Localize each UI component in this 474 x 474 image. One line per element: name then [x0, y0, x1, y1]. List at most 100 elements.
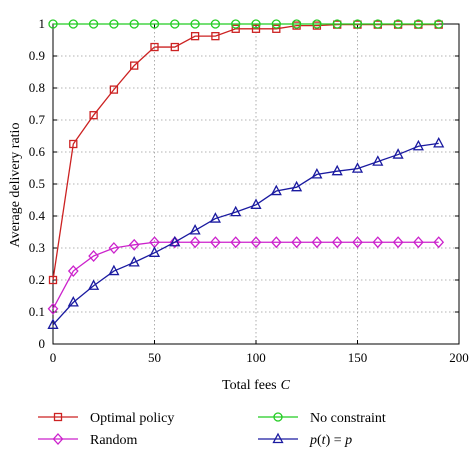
data-point: [352, 19, 363, 29]
data-point: [209, 212, 221, 223]
data-point: [230, 205, 242, 217]
data-point: [190, 32, 200, 41]
data-point: [413, 19, 424, 29]
data-point: [67, 265, 79, 278]
data-point: [89, 111, 98, 120]
data-point: [47, 318, 59, 329]
data-point: [48, 275, 58, 285]
y-tick-label: 0: [39, 336, 46, 351]
data-point: [109, 85, 119, 94]
series-line: [52, 241, 439, 310]
data-point: [128, 256, 140, 267]
data-point: [270, 236, 282, 249]
data-point: [129, 19, 139, 29]
data-point: [130, 61, 139, 70]
y-tick-label: 0.4: [29, 208, 46, 223]
data-point: [189, 224, 201, 235]
y-tick-label: 0.2: [29, 272, 45, 287]
data-point: [393, 19, 403, 29]
data-point: [372, 236, 384, 249]
series-p-t-p: [47, 136, 445, 329]
data-point: [352, 236, 363, 249]
data-point: [190, 19, 200, 29]
x-tick-label: 200: [449, 350, 469, 365]
data-point: [231, 24, 240, 33]
y-axis-label: Average delivery ratio: [8, 123, 23, 248]
data-point: [251, 19, 261, 29]
x-tick-label: 50: [148, 350, 161, 365]
legend-label: p(t) = p: [309, 433, 352, 448]
legend-marker: [272, 432, 284, 444]
data-point: [311, 236, 323, 249]
y-tick-label: 0.8: [29, 80, 45, 95]
data-point: [68, 19, 78, 29]
data-point: [231, 19, 241, 29]
data-point: [434, 19, 444, 29]
data-point: [250, 198, 262, 209]
data-point: [271, 19, 281, 29]
legend-marker: [52, 433, 64, 445]
data-point: [351, 162, 364, 173]
data-point: [67, 296, 79, 307]
legend-item-optimal-policy: Optimal policy: [38, 411, 174, 426]
x-tick-label: 150: [348, 350, 368, 365]
data-point: [170, 19, 180, 29]
data-point: [170, 42, 179, 52]
legend-label: Random: [90, 433, 138, 448]
series-random: [47, 236, 445, 315]
data-point: [291, 180, 303, 192]
data-point: [331, 236, 343, 249]
data-point: [392, 148, 404, 159]
data-point: [433, 236, 445, 249]
data-point: [413, 236, 424, 249]
legend: Optimal policy No constraint Random p(t) = …: [38, 411, 386, 448]
data-point: [312, 19, 322, 29]
series-layer: [47, 19, 445, 329]
legend-label: Optimal policy: [90, 411, 174, 426]
grid: [53, 24, 459, 344]
data-point: [291, 19, 302, 29]
data-point: [433, 136, 445, 148]
x-axis-label-text: Total fees: [222, 378, 277, 393]
data-point: [291, 236, 302, 249]
data-point: [69, 139, 78, 149]
x-tick-label: 100: [246, 350, 266, 365]
y-tick-label: 0.5: [29, 176, 45, 191]
data-point: [211, 32, 220, 41]
data-point: [149, 19, 160, 29]
data-point: [270, 184, 282, 196]
data-point: [189, 236, 201, 249]
legend-item-p-t-p: p(t) = p: [258, 432, 352, 448]
data-point: [88, 250, 99, 262]
data-point: [412, 139, 424, 151]
y-tick-label: 0.1: [29, 304, 45, 319]
y-tick-label: 0.9: [29, 48, 45, 63]
data-point: [250, 236, 262, 249]
data-point: [332, 19, 342, 29]
data-point: [251, 24, 261, 33]
legend-label: No constraint: [310, 411, 386, 426]
data-point: [373, 19, 383, 29]
data-point: [48, 19, 58, 29]
data-point: [88, 19, 99, 29]
data-point: [108, 264, 120, 276]
data-point: [108, 242, 120, 254]
x-axis-label: Total fees C: [222, 378, 291, 393]
y-tick-label: 0.7: [29, 112, 46, 127]
x-axis-label-variable: C: [281, 378, 291, 393]
y-tick-label: 1: [39, 16, 46, 31]
data-point: [150, 42, 159, 52]
data-point: [148, 246, 161, 257]
legend-item-random: Random: [38, 433, 138, 448]
data-point: [88, 279, 100, 290]
data-point: [210, 236, 221, 249]
data-point: [392, 236, 404, 249]
data-point: [47, 302, 59, 315]
data-point: [109, 19, 119, 29]
data-point: [230, 236, 242, 249]
data-point: [128, 238, 140, 251]
legend-item-no-constraint: No constraint: [258, 411, 386, 426]
data-point: [272, 24, 281, 33]
data-point: [311, 168, 323, 179]
